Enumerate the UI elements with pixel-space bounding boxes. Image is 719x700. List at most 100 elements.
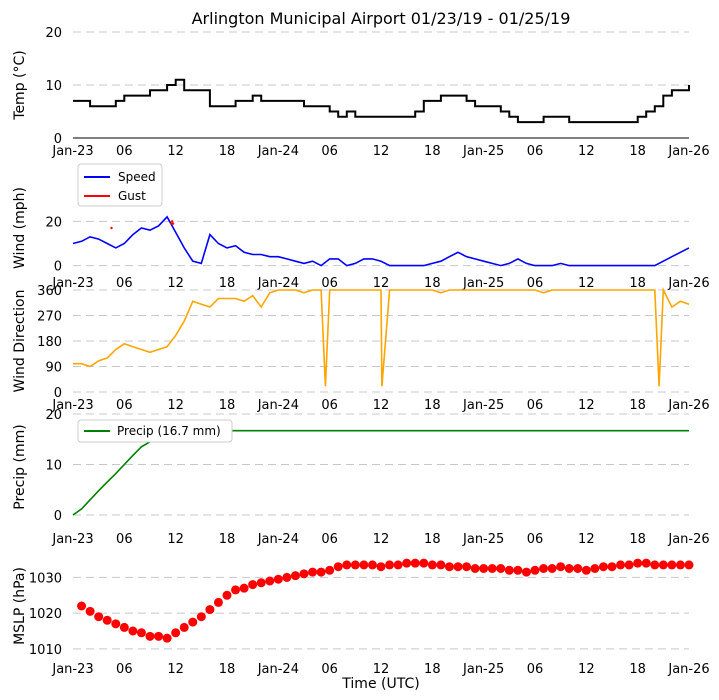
x-tick-label: Jan-24: [257, 662, 299, 677]
data-point: [325, 565, 335, 575]
x-tick-label: 06: [527, 276, 544, 291]
data-point: [530, 565, 540, 575]
data-point: [188, 617, 198, 627]
x-tick-label: 12: [167, 532, 184, 547]
x-tick-label: Jan-23: [51, 144, 93, 159]
x-tick-label: Jan-23: [51, 532, 93, 547]
x-tick-label: 12: [578, 532, 595, 547]
x-tick-label: 12: [167, 276, 184, 291]
x-tick-label: 18: [629, 662, 646, 677]
y-axis-label: Wind Direction: [12, 290, 28, 393]
x-tick-label: 06: [116, 662, 133, 677]
x-tick-label: 12: [167, 398, 184, 413]
y-tick-label: 360: [37, 284, 62, 299]
panel-mslp: 1010 1020 1030 Jan-23 06 12 18 Jan-24 06 12 18 Jan-…: [12, 558, 710, 677]
x-tick-label: 06: [116, 398, 133, 413]
gust-point: [110, 226, 113, 230]
data-point: [145, 631, 155, 641]
x-tick-label: 12: [167, 144, 184, 159]
x-tick-label: 06: [527, 144, 544, 159]
x-tick-label: 12: [373, 532, 390, 547]
data-point: [487, 564, 497, 573]
x-tick-label: Jan-26: [667, 398, 709, 413]
data-point: [547, 564, 557, 573]
x-tick-label: 06: [116, 532, 133, 547]
y-axis-label: MSLP (hPa): [12, 567, 28, 645]
data-point: [282, 572, 292, 582]
x-tick-label: 18: [424, 532, 441, 547]
legend: Precip (16.7 mm): [77, 419, 233, 443]
gust-point: [170, 222, 173, 225]
data-point: [581, 565, 591, 575]
x-tick-label: Jan-23: [51, 276, 93, 291]
x-tick-label: 18: [219, 276, 236, 291]
gust-point: [171, 220, 174, 223]
data-point: [667, 560, 677, 570]
data-point: [213, 597, 223, 607]
x-tick-label: 12: [578, 662, 595, 677]
data-point: [453, 562, 463, 572]
data-point: [77, 601, 87, 611]
data-point: [513, 565, 523, 575]
x-tick-label: 12: [373, 662, 390, 677]
data-point: [136, 628, 146, 638]
legend-label: Speed: [118, 170, 156, 184]
legend-label: Precip (16.7 mm): [117, 424, 221, 438]
x-tick-label: Jan-24: [257, 144, 299, 159]
x-tick-label: 18: [629, 144, 646, 159]
y-tick-label: 10: [45, 79, 62, 94]
x-tick-label: Jan-26: [667, 662, 709, 677]
x-tick-label: Jan-24: [257, 532, 299, 547]
data-point: [393, 560, 403, 570]
y-tick-label: 20: [45, 26, 62, 41]
y-tick-label: 180: [37, 335, 62, 350]
y-tick-label: 20: [45, 215, 62, 230]
x-tick-label: 18: [219, 144, 236, 159]
y-tick-label: 0: [54, 509, 62, 524]
data-point: [162, 633, 172, 643]
x-tick-label: 06: [321, 398, 338, 413]
x-tick-label: Jan-23: [51, 662, 93, 677]
x-tick-label: Jan-25: [462, 144, 504, 159]
x-tick-label: Jan-25: [462, 276, 504, 291]
data-point: [316, 567, 326, 577]
data-point: [248, 580, 258, 590]
data-point: [239, 583, 249, 593]
x-tick-label: Jan-26: [667, 532, 709, 547]
x-tick-label: Jan-25: [462, 532, 504, 547]
legend-box: [77, 419, 233, 443]
data-point: [462, 562, 472, 572]
x-tick-label: Jan-24: [257, 398, 299, 413]
x-tick-label: 12: [373, 144, 390, 159]
x-tick-label: Jan-24: [257, 276, 299, 291]
data-point: [376, 562, 386, 572]
y-tick-label: 270: [37, 310, 62, 325]
data-point: [94, 612, 104, 622]
data-point: [85, 606, 95, 616]
data-point: [231, 585, 241, 595]
x-tick-label: 12: [578, 144, 595, 159]
data-point: [205, 605, 215, 615]
data-point: [290, 571, 300, 581]
panel-wind: 0 20 Jan-23 06 12 18 Jan-24 06 12 18 Jan-25 06 12 18 J…: [12, 163, 710, 291]
data-point: [402, 558, 412, 568]
x-tick-label: 18: [629, 276, 646, 291]
data-point: [385, 560, 395, 570]
x-tick-label: 12: [167, 662, 184, 677]
data-point: [633, 558, 643, 568]
series-line-temperature: [73, 78, 690, 124]
x-tick-label: 18: [629, 532, 646, 547]
series-line-speed: [72, 215, 690, 267]
x-tick-label: 06: [321, 144, 338, 159]
data-point: [590, 564, 600, 573]
data-point: [479, 564, 489, 573]
x-tick-label: Jan-25: [462, 662, 504, 677]
data-point: [419, 558, 429, 568]
y-tick-label: 1010: [29, 643, 62, 658]
x-tick-label: 12: [373, 398, 390, 413]
data-point: [154, 631, 164, 641]
y-tick-label: 0: [54, 386, 62, 401]
x-tick-label: 18: [219, 532, 236, 547]
x-axis-label: Time (UTC): [341, 676, 419, 692]
